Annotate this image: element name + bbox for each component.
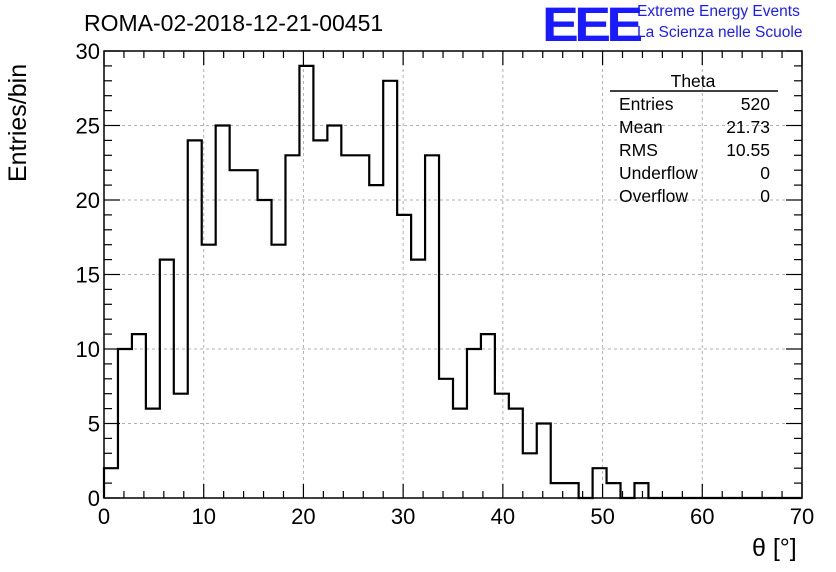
histogram-bin	[285, 155, 299, 498]
stats-box: Theta Entries 520 Mean 21.73 RMS 10.55 Underfl…	[610, 71, 778, 206]
stats-title: Theta	[671, 71, 716, 91]
eee-logo: EEE	[542, 0, 643, 52]
histogram-bin	[258, 200, 272, 498]
x-tick-label: 70	[790, 504, 814, 529]
stats-label-underflow: Underflow	[619, 163, 698, 183]
histogram-bin	[523, 453, 537, 498]
histogram-bin	[467, 349, 481, 498]
stats-label-rms: RMS	[619, 140, 658, 160]
x-tick-label: 50	[590, 504, 614, 529]
histogram-bin	[425, 155, 439, 498]
histogram-bin	[272, 245, 286, 498]
y-tick-label: 30	[76, 39, 100, 64]
stats-label-entries: Entries	[619, 94, 674, 114]
histogram-bin	[146, 409, 160, 498]
histogram-bin	[313, 140, 327, 498]
org-name-line2: La Scienza nelle Scuole	[637, 24, 803, 41]
histogram-bin	[174, 394, 188, 498]
tick-labels: 0 10 20 30 40 50 60 70 0 5 10 15 20 25 30	[76, 39, 815, 529]
histogram-bin	[299, 66, 313, 498]
x-axis-label: θ [°]	[752, 534, 797, 562]
histogram-bin	[216, 126, 230, 499]
tick-marks	[103, 50, 803, 499]
histogram-bin	[634, 483, 648, 498]
stats-label-mean: Mean	[619, 117, 663, 137]
histogram-bin	[565, 483, 579, 498]
stats-value-overflow: 0	[760, 186, 770, 206]
histogram-bin	[439, 379, 453, 498]
histogram-bin	[188, 140, 202, 498]
histogram-bin	[244, 170, 258, 498]
x-tick-label: 20	[291, 504, 315, 529]
stats-value-mean: 21.73	[726, 117, 770, 137]
histogram-bin	[118, 349, 132, 498]
histogram-bin	[537, 424, 551, 499]
run-title: ROMA-02-2018-12-21-00451	[84, 10, 384, 36]
histogram-series	[102, 64, 802, 500]
x-tick-label: 60	[690, 504, 714, 529]
histogram-bin	[230, 170, 244, 498]
x-tick-label: 0	[98, 504, 110, 529]
histogram-bin	[397, 215, 411, 498]
y-tick-label: 5	[88, 412, 100, 437]
histogram-bin	[355, 155, 369, 498]
org-name-line1: Extreme Energy Events	[637, 3, 800, 20]
histogram-bin	[411, 260, 425, 498]
grid-lines	[104, 51, 802, 498]
histogram-bin	[132, 334, 146, 498]
histogram-bin	[383, 81, 397, 498]
x-tick-label: 30	[391, 504, 415, 529]
x-tick-label: 40	[491, 504, 515, 529]
y-tick-label: 15	[76, 263, 100, 288]
histogram-bin	[453, 409, 467, 498]
stats-value-rms: 10.55	[726, 140, 770, 160]
histogram-bin	[593, 468, 607, 498]
histogram-bin	[607, 483, 621, 498]
x-tick-label: 10	[191, 504, 215, 529]
histogram-bin	[509, 409, 523, 498]
y-tick-label: 25	[76, 114, 100, 139]
stats-label-overflow: Overflow	[619, 186, 688, 206]
histogram-bin	[341, 155, 355, 498]
histogram-bin	[202, 245, 216, 498]
stats-value-entries: 520	[741, 94, 770, 114]
histogram-bin	[481, 334, 495, 498]
histogram-bin	[160, 260, 174, 498]
y-tick-label: 0	[88, 486, 100, 511]
histogram-bin	[327, 126, 341, 499]
stats-value-underflow: 0	[760, 163, 770, 183]
histogram-bin	[495, 394, 509, 498]
y-tick-label: 20	[76, 188, 100, 213]
histogram-bin	[369, 185, 383, 498]
y-tick-label: 10	[76, 337, 100, 362]
